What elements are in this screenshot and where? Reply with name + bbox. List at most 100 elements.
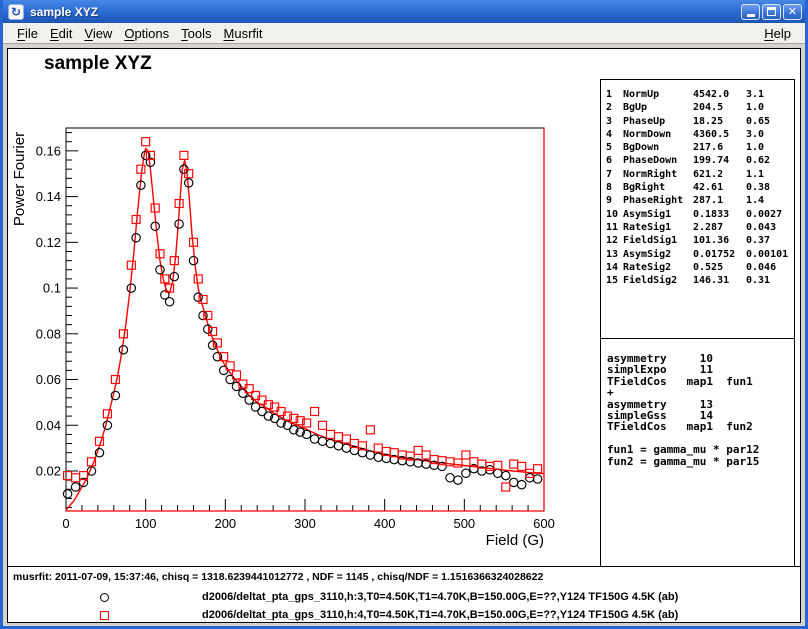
param-name: FieldSig1: [623, 234, 693, 247]
param-value: 0.525: [693, 261, 746, 274]
window-controls: ✕: [741, 4, 802, 20]
data-point-circle: [103, 421, 111, 429]
param-name: NormUp: [623, 88, 693, 101]
data-point-circle: [165, 298, 173, 306]
data-point-square: [327, 430, 335, 438]
data-point-square: [454, 459, 462, 467]
data-point-circle: [334, 442, 342, 450]
menu-musrfit[interactable]: Musrfit: [218, 25, 269, 42]
parameter-row: 4NormDown4360.53.0: [606, 128, 794, 141]
parameter-row: 1NormUp4542.03.1: [606, 88, 794, 101]
param-number: 11: [606, 221, 623, 234]
info-pad: musrfit: 2011-07-09, 15:37:46, chisq = 1…: [8, 566, 800, 622]
data-point-circle: [156, 266, 164, 274]
data-point-square: [342, 435, 350, 443]
param-name: FieldSig2: [623, 274, 693, 287]
minimize-button[interactable]: [741, 4, 760, 20]
parameter-row: 14RateSig20.5250.046: [606, 261, 794, 274]
param-name: PhaseDown: [623, 154, 693, 167]
data-point-circle: [486, 466, 494, 474]
param-error: 0.043: [746, 221, 794, 234]
close-button[interactable]: ✕: [783, 4, 802, 20]
data-point-square: [311, 408, 319, 416]
param-value: 287.1: [693, 194, 746, 207]
menu-tools[interactable]: Tools: [175, 25, 217, 42]
data-point-square: [422, 451, 430, 459]
param-error: 0.00101: [746, 248, 794, 261]
param-number: 9: [606, 194, 623, 207]
x-tick-label: 200: [214, 516, 236, 531]
plot-frame: [66, 128, 544, 511]
data-point-square: [142, 138, 150, 146]
param-value: 42.61: [693, 181, 746, 194]
data-point-square: [534, 465, 542, 473]
app-window: ↻ sample XYZ ✕ FileEditViewOptionsToolsM…: [0, 0, 808, 629]
param-value: 146.31: [693, 274, 746, 287]
param-error: 0.37: [746, 234, 794, 247]
fit-status-line: musrfit: 2011-07-09, 15:37:46, chisq = 1…: [13, 571, 543, 583]
data-point-circle: [326, 439, 334, 447]
data-point-circle: [111, 391, 119, 399]
param-value: 0.01752: [693, 248, 746, 261]
data-point-square: [137, 165, 145, 173]
param-error: 0.31: [746, 274, 794, 287]
param-name: PhaseUp: [623, 115, 693, 128]
param-name: PhaseRight: [623, 194, 693, 207]
y-tick-label: 0.04: [36, 418, 61, 433]
param-error: 1.1: [746, 168, 794, 181]
data-point-circle: [518, 481, 526, 489]
circle-marker-icon: [100, 593, 109, 602]
param-number: 8: [606, 181, 623, 194]
menu-view[interactable]: View: [78, 25, 118, 42]
param-name: BgDown: [623, 141, 693, 154]
data-point-square: [510, 460, 518, 468]
menu-file[interactable]: File: [11, 25, 44, 42]
x-tick-label: 600: [533, 516, 555, 531]
data-point-circle: [366, 451, 374, 459]
param-error: 1.0: [746, 101, 794, 114]
param-error: 1.4: [746, 194, 794, 207]
param-value: 204.5: [693, 101, 746, 114]
param-number: 1: [606, 88, 623, 101]
param-number: 4: [606, 128, 623, 141]
parameter-row: 5BgDown217.61.0: [606, 141, 794, 154]
data-point-circle: [119, 346, 127, 354]
parameter-row: 15FieldSig2146.310.31: [606, 274, 794, 287]
param-value: 199.74: [693, 154, 746, 167]
y-tick-label: 0.1: [43, 281, 61, 296]
data-point-circle: [454, 476, 462, 484]
param-name: BgRight: [623, 181, 693, 194]
data-point-square: [319, 421, 327, 429]
x-axis-label: Field (G): [486, 532, 544, 549]
menu-options[interactable]: Options: [118, 25, 175, 42]
param-number: 14: [606, 261, 623, 274]
param-error: 0.0027: [746, 208, 794, 221]
param-error: 0.65: [746, 115, 794, 128]
fourier-plot-pad[interactable]: 01002003004005006000.020.040.060.080.10.…: [8, 49, 599, 566]
param-number: 5: [606, 141, 623, 154]
series-squares: [64, 138, 542, 491]
data-point-square: [111, 376, 119, 384]
root-canvas: sample XYZ 01002003004005006000.020.040.…: [7, 48, 801, 623]
y-tick-label: 0.16: [36, 143, 61, 158]
param-number: 7: [606, 168, 623, 181]
parameter-row: 7NormRight621.21.1: [606, 168, 794, 181]
data-point-circle: [189, 256, 197, 264]
data-point-square: [194, 275, 202, 283]
y-axis-label: Power Fourier: [11, 132, 28, 226]
window-title: sample XYZ: [30, 5, 741, 19]
param-value: 101.36: [693, 234, 746, 247]
param-name: RateSig1: [623, 221, 693, 234]
data-point-circle: [342, 444, 350, 452]
param-number: 10: [606, 208, 623, 221]
menu-edit[interactable]: Edit: [44, 25, 78, 42]
param-value: 0.1833: [693, 208, 746, 221]
title-bar[interactable]: ↻ sample XYZ ✕: [3, 0, 805, 23]
data-point-circle: [204, 325, 212, 333]
param-value: 18.25: [693, 115, 746, 128]
maximize-button[interactable]: [762, 4, 781, 20]
data-point-circle: [127, 284, 135, 292]
data-point-circle: [462, 469, 470, 477]
menu-help[interactable]: Help: [758, 25, 797, 42]
data-point-circle: [446, 474, 454, 482]
